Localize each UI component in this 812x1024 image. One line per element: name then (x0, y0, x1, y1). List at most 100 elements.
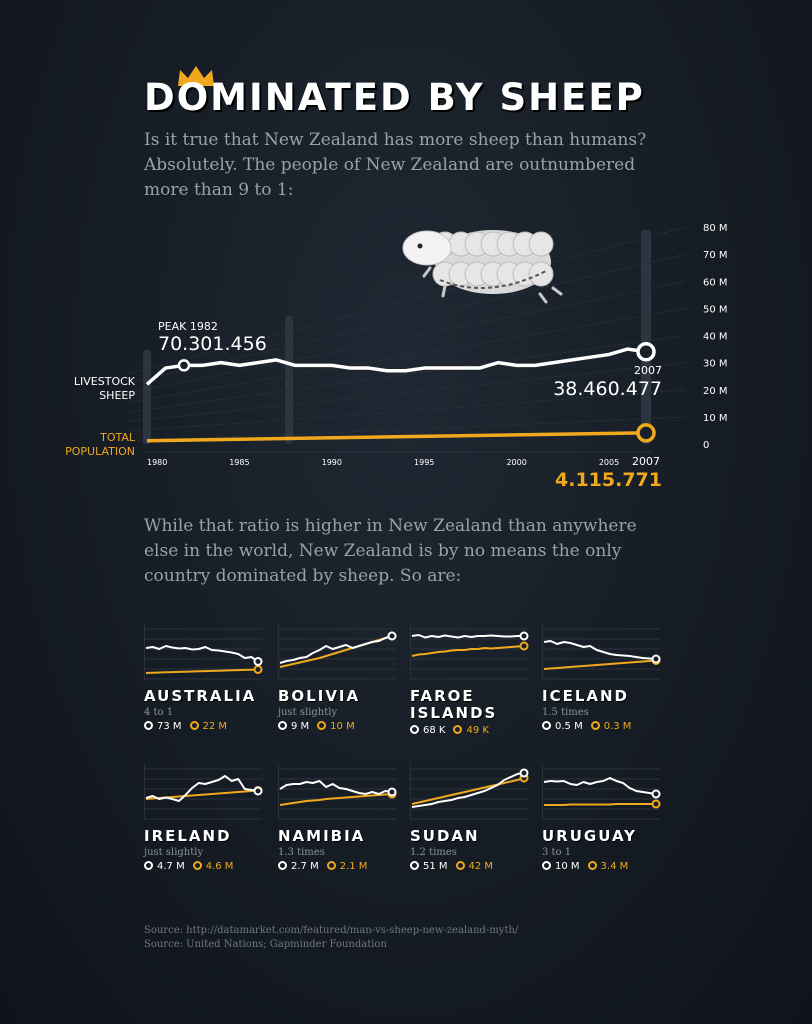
ratio-text: just slightly (278, 707, 338, 718)
sheep-dot-icon (542, 721, 551, 730)
sheep-end-marker (253, 657, 263, 666)
page-title: DOMINATED BY SHEEP (144, 76, 645, 119)
source-line-2: Source: United Nations; Gapminder Founda… (144, 939, 387, 950)
mini-legend: 9 M 10 M (278, 721, 408, 732)
sheep-illustration (402, 230, 563, 304)
ratio-text: 1.3 times (278, 847, 325, 858)
y-tick-label: 70 M (703, 250, 728, 261)
end-sheep-value: 38.460.477 (553, 378, 662, 400)
mini-line-chart (410, 764, 529, 820)
sheep-count: 51 M (423, 861, 448, 872)
y-tick-label: 10 M (703, 413, 728, 424)
y-tick-label: 40 M (703, 332, 728, 343)
sheep-count: 4.7 M (157, 861, 185, 872)
sheep-series-label: SHEEP (99, 389, 135, 402)
x-tick-label: 2005 (599, 458, 619, 467)
ratio-text: 1.5 times (542, 707, 589, 718)
mini-line-chart (144, 624, 263, 680)
population-legend: 42 M (455, 861, 493, 872)
wool-curl (528, 231, 554, 257)
population-series-label: TOTAL (99, 431, 136, 444)
population-count: 4.6 M (205, 861, 234, 872)
sheep-line (279, 780, 393, 795)
sheep-legs (422, 266, 563, 304)
population-dot-icon (326, 861, 336, 870)
sources: Source: http://datamarket.com/featured/m… (144, 924, 518, 952)
end-year-label: 2007 (634, 364, 662, 377)
grid-line (126, 253, 687, 385)
sheep-end-marker (253, 786, 263, 796)
sheep-legend: 4.7 M (144, 861, 185, 872)
y-tick-label: 20 M (703, 386, 728, 397)
population-series-label: POPULATION (65, 445, 135, 458)
mini-legend: 68 K 49 K (410, 725, 540, 736)
ratio-text: 4 to 1 (144, 707, 174, 718)
sheep-line (543, 640, 657, 660)
country-chart-faroe-islands: FAROE ISLANDS 68 K 49 K (410, 624, 540, 736)
sheep-line (145, 645, 259, 663)
population-legend: 49 K (453, 725, 489, 736)
population-dot-icon (590, 721, 600, 730)
country-name: IRELAND (144, 827, 232, 845)
population-legend: 4.6 M (192, 861, 234, 872)
population-dot-icon (455, 861, 465, 870)
mini-line-chart (410, 624, 529, 680)
sheep-end-marker (519, 631, 529, 641)
sheep-eye (417, 243, 423, 249)
country-name: ICELAND (542, 687, 630, 705)
population-legend: 0.3 M (590, 721, 631, 732)
country-name: NAMIBIA (278, 827, 366, 845)
sheep-legend: 2.7 M (278, 861, 319, 872)
mini-line-chart (542, 764, 661, 820)
population-end-marker (519, 641, 529, 651)
population-dot-icon (317, 721, 327, 730)
population-line (411, 645, 525, 657)
fence-post (143, 350, 151, 444)
population-dot-icon (192, 861, 202, 870)
country-chart-uruguay: URUGUAY 3 to 1 10 M 3.4 M (542, 764, 672, 872)
grid-line (126, 307, 687, 404)
sheep-line (279, 635, 393, 664)
sheep-count: 2.7 M (291, 861, 319, 872)
population-line (145, 668, 259, 674)
sheep-legend: 10 M (542, 861, 580, 872)
country-chart-australia: AUSTRALIA 4 to 1 73 M 22 M (144, 624, 274, 732)
x-tick-label: 2000 (506, 458, 526, 467)
x-tick-label: 1985 (229, 458, 249, 467)
country-name: FAROE ISLANDS (410, 687, 498, 722)
mini-legend: 2.7 M 2.1 M (278, 861, 408, 872)
population-count: 49 K (466, 725, 489, 736)
sheep-line (411, 772, 525, 808)
population-legend: 3.4 M (587, 861, 628, 872)
grid-line (126, 280, 687, 394)
sheep-dot-icon (144, 861, 153, 870)
mini-line-chart (144, 764, 263, 820)
mini-legend: 4.7 M 4.6 M (144, 861, 274, 872)
y-tick-label: 50 M (703, 304, 728, 315)
y-tick-label: 80 M (703, 223, 728, 234)
country-chart-bolivia: BOLIVIA just slightly 9 M 10 M (278, 624, 408, 732)
country-chart-namibia: NAMIBIA 1.3 times 2.7 M 2.1 M (278, 764, 408, 872)
mini-legend: 10 M 3.4 M (542, 861, 672, 872)
sheep-end-marker (387, 631, 397, 641)
sheep-dot-icon (542, 861, 551, 870)
sheep-count: 0.5 M (555, 721, 583, 732)
grid-line (126, 389, 687, 432)
fence-post (641, 230, 651, 444)
population-legend: 22 M (189, 721, 227, 732)
sheep-end-marker (519, 768, 529, 778)
population-line (279, 793, 393, 806)
mini-legend: 0.5 M 0.3 M (542, 721, 672, 732)
sheep-count: 68 K (423, 725, 446, 736)
sheep-dot-icon (278, 721, 287, 730)
population-count: 10 M (330, 721, 355, 732)
country-name: AUSTRALIA (144, 687, 257, 705)
fence-post (285, 316, 293, 444)
sheep-dot-icon (410, 861, 419, 870)
peak-value: 70.301.456 (158, 333, 267, 355)
sheep-legend: 51 M (410, 861, 448, 872)
end-population-value: 4.115.771 (555, 469, 662, 491)
sheep-legend: 73 M (144, 721, 182, 732)
ratio-text: 1.2 times (410, 847, 457, 858)
mini-line-chart (278, 624, 397, 680)
